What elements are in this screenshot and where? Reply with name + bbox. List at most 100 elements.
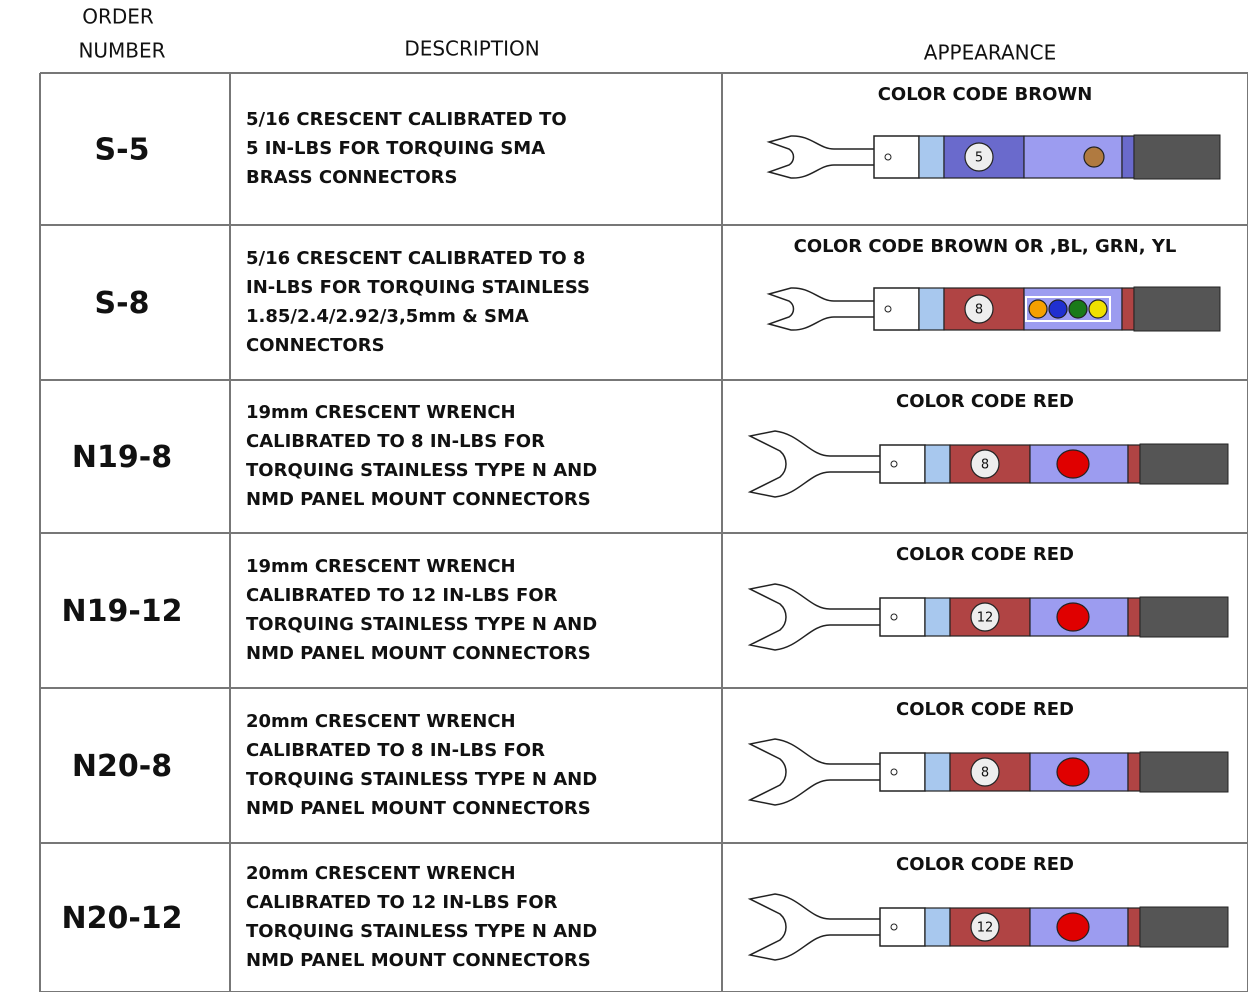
color-code: COLOR CODE RED xyxy=(896,391,1074,412)
wrench-pin xyxy=(890,460,898,468)
description-line: 1.85/2.4/2.92/3,5mm & SMA xyxy=(246,306,529,327)
wrench-band xyxy=(1121,287,1135,331)
color-dot xyxy=(1028,299,1048,319)
color-dot xyxy=(1048,299,1068,319)
header-description: DESCRIPTION xyxy=(404,37,539,61)
header-order: NUMBER xyxy=(78,39,165,63)
description-line: TORQUING STAINLESS TYPE N AND xyxy=(246,460,597,481)
wrench-band xyxy=(1127,752,1141,792)
badge-circle xyxy=(970,912,1000,942)
description-line: 5 IN-LBS FOR TORQUING SMA xyxy=(246,138,545,159)
wrench: 8 xyxy=(747,430,1229,498)
wrench: 12 xyxy=(747,583,1229,651)
badge-circle xyxy=(964,142,994,172)
color-code: COLOR CODE RED xyxy=(896,854,1074,875)
badge-circle xyxy=(970,602,1000,632)
description-line: CALIBRATED TO 8 IN-LBS FOR xyxy=(246,431,545,452)
wrench-band xyxy=(918,135,945,179)
color-dot xyxy=(1056,449,1090,479)
description-line: TORQUING STAINLESS TYPE N AND xyxy=(246,614,597,635)
order-number: S-5 xyxy=(95,133,150,168)
description-line: 5/16 CRESCENT CALIBRATED TO 8 xyxy=(246,248,585,269)
description-line: NMD PANEL MOUNT CONNECTORS xyxy=(246,643,591,664)
header-order: ORDER xyxy=(82,5,154,29)
wrench-band xyxy=(1127,444,1141,484)
color-code: COLOR CODE RED xyxy=(896,544,1074,565)
order-number: N19-8 xyxy=(72,440,172,475)
badge-circle xyxy=(970,449,1000,479)
wrench-band xyxy=(924,752,951,792)
wrench-head xyxy=(766,287,874,331)
description-line: 20mm CRESCENT WRENCH xyxy=(246,863,516,884)
description-line: CONNECTORS xyxy=(246,335,385,356)
order-number: N19-12 xyxy=(61,594,182,629)
wrench-grip xyxy=(1139,443,1229,485)
description-line: IN-LBS FOR TORQUING STAINLESS xyxy=(246,277,590,298)
color-dot xyxy=(1056,912,1090,942)
wrench-band xyxy=(918,287,945,331)
header-appearance: APPEARANCE xyxy=(924,41,1056,65)
color-dot xyxy=(1056,602,1090,632)
wrench-tip xyxy=(879,752,926,792)
order-number: N20-12 xyxy=(61,901,182,936)
color-dot xyxy=(1088,299,1108,319)
wrench-grip xyxy=(1139,751,1229,793)
wrench-tip xyxy=(873,135,920,179)
wrench-band xyxy=(1127,907,1141,947)
description-line: 19mm CRESCENT WRENCH xyxy=(246,556,516,577)
wrench-band xyxy=(924,597,951,637)
description-line: NMD PANEL MOUNT CONNECTORS xyxy=(246,489,591,510)
description-line: TORQUING STAINLESS TYPE N AND xyxy=(246,769,597,790)
wrench-head xyxy=(747,583,880,651)
description-line: 5/16 CRESCENT CALIBRATED TO xyxy=(246,109,567,130)
wrench-grip xyxy=(1139,596,1229,638)
description-line: NMD PANEL MOUNT CONNECTORS xyxy=(246,798,591,819)
wrench-band xyxy=(1121,135,1135,179)
description-line: TORQUING STAINLESS TYPE N AND xyxy=(246,921,597,942)
badge-circle xyxy=(970,757,1000,787)
wrench-head xyxy=(766,135,874,179)
wrench-tip xyxy=(873,287,920,331)
description-line: CALIBRATED TO 8 IN-LBS FOR xyxy=(246,740,545,761)
badge-number: 12 xyxy=(977,611,994,626)
color-code: COLOR CODE RED xyxy=(896,699,1074,720)
color-dot xyxy=(1083,146,1105,168)
wrench-pin xyxy=(890,923,898,931)
description-line: 19mm CRESCENT WRENCH xyxy=(246,402,516,423)
description-line: 20mm CRESCENT WRENCH xyxy=(246,711,516,732)
description-line: BRASS CONNECTORS xyxy=(246,167,457,188)
wrench-tip xyxy=(879,907,926,947)
wrench-grip xyxy=(1139,906,1229,948)
wrench-band xyxy=(924,444,951,484)
wrench-head xyxy=(747,893,880,961)
wrench-pin xyxy=(890,768,898,776)
description-line: CALIBRATED TO 12 IN-LBS FOR xyxy=(246,892,558,913)
wrench: 5 xyxy=(766,134,1221,180)
order-number: S-8 xyxy=(95,286,150,321)
badge-number: 12 xyxy=(977,921,994,936)
description-line: CALIBRATED TO 12 IN-LBS FOR xyxy=(246,585,558,606)
wrench-head xyxy=(747,738,880,806)
badge-number: 8 xyxy=(975,303,983,318)
order-number: N20-8 xyxy=(72,749,172,784)
color-code: COLOR CODE BROWN OR ,BL, GRN, YL xyxy=(794,236,1177,257)
wrench-head xyxy=(747,430,880,498)
wrench-tip xyxy=(879,444,926,484)
badge-number: 8 xyxy=(981,766,989,781)
badge-number: 5 xyxy=(975,151,983,166)
wrench-pin xyxy=(884,305,892,313)
wrench: 12 xyxy=(747,893,1229,961)
wrench-pin xyxy=(890,613,898,621)
wrench-pin xyxy=(884,153,892,161)
wrench-band xyxy=(1023,135,1123,179)
badge-number: 8 xyxy=(981,458,989,473)
description-line: NMD PANEL MOUNT CONNECTORS xyxy=(246,950,591,971)
wrench-grip xyxy=(1133,134,1221,180)
wrench: 8 xyxy=(766,286,1221,332)
badge-circle xyxy=(964,294,994,324)
wrench-band xyxy=(1127,597,1141,637)
color-code: COLOR CODE BROWN xyxy=(878,84,1093,105)
color-dot xyxy=(1056,757,1090,787)
